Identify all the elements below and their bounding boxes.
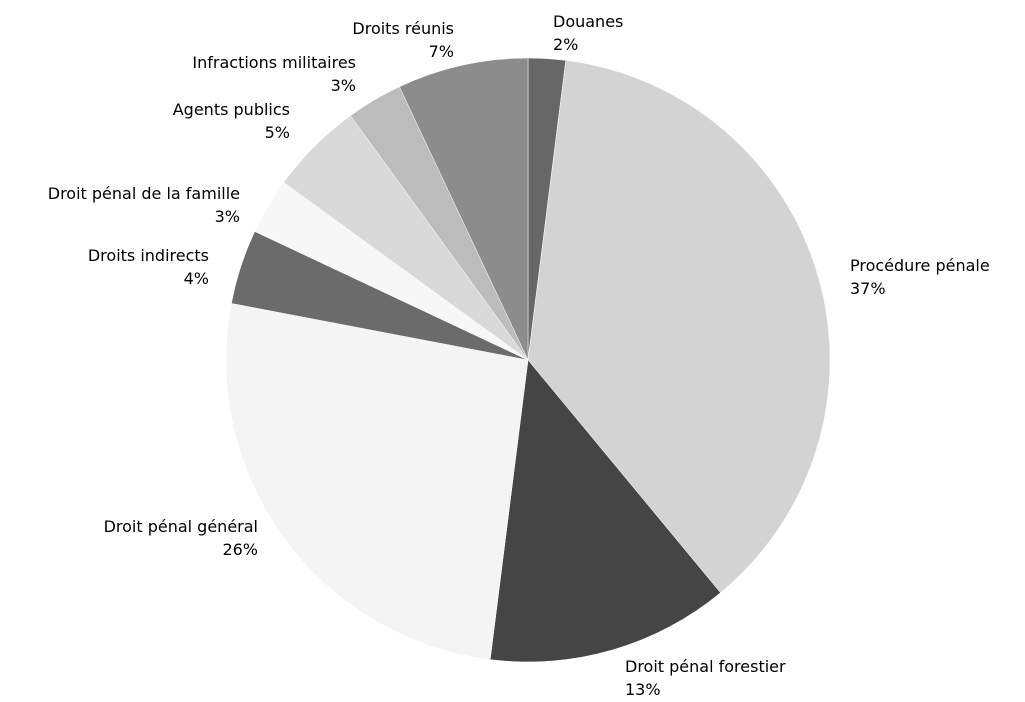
slice-category-label: Infractions militaires	[192, 53, 356, 72]
slice-percent-label: 7%	[429, 42, 454, 61]
slice-label-procedure-penale: Procédure pénale 37%	[850, 256, 990, 298]
slice-percent-label: 4%	[184, 269, 209, 288]
slice-category-label: Droit pénal forestier	[625, 657, 786, 676]
slice-label-droits-indirects: Droits indirects 4%	[88, 246, 209, 288]
pie-slice-droit-penal-forestier	[489, 359, 721, 663]
slice-label-droit-penal-general: Droit pénal général 26%	[104, 517, 258, 559]
slice-category-label: Douanes	[553, 12, 623, 31]
pie-slice-droits-reunis	[399, 57, 529, 361]
slice-percent-label: 2%	[553, 35, 578, 54]
slice-category-label: Droit pénal de la famille	[48, 184, 240, 203]
slice-label-agents-publics: Agents publics 5%	[173, 100, 290, 142]
pie-slices	[225, 57, 831, 663]
slice-label-infractions-militaires: Infractions militaires 3%	[192, 53, 356, 95]
slice-category-label: Agents publics	[173, 100, 290, 119]
slice-percent-label: 3%	[215, 207, 240, 226]
slice-percent-label: 26%	[222, 540, 258, 559]
slice-labels: Douanes 2% Procédure pénale 37% Droit pénal …	[48, 12, 990, 699]
pie-slice-droit-penal-general	[225, 303, 529, 660]
slice-category-label: Droits indirects	[88, 246, 209, 265]
slice-label-droit-penal-forestier: Droit pénal forestier 13%	[625, 657, 786, 699]
slice-label-droit-penal-de-la-famille: Droit pénal de la famille 3%	[48, 184, 240, 226]
slice-category-label: Procédure pénale	[850, 256, 990, 275]
slice-category-label: Droits réunis	[352, 19, 454, 38]
slice-label-droits-reunis: Droits réunis 7%	[352, 19, 454, 61]
slice-label-douanes: Douanes 2%	[553, 12, 623, 54]
pie-slice-procedure-penale	[527, 60, 831, 594]
slice-percent-label: 13%	[625, 680, 661, 699]
slice-percent-label: 37%	[850, 279, 886, 298]
slice-category-label: Droit pénal général	[104, 517, 258, 536]
slice-percent-label: 3%	[331, 76, 356, 95]
slice-percent-label: 5%	[265, 123, 290, 142]
